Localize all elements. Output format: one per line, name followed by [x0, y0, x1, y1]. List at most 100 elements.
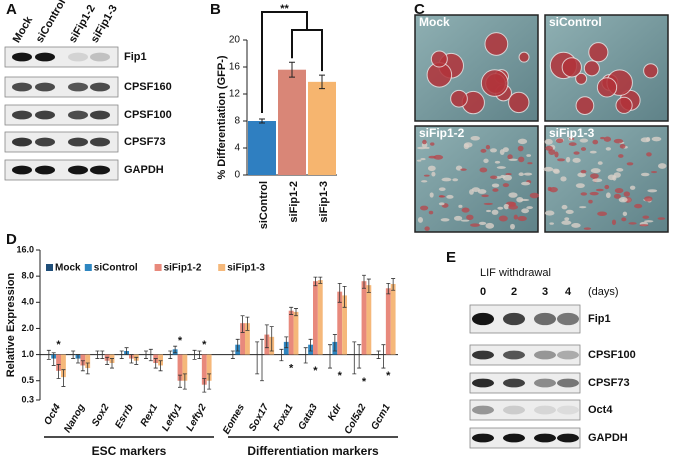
cell: [561, 220, 572, 225]
cell: [572, 157, 581, 163]
error-bar: [308, 338, 313, 352]
x-tick-label: Rex1: [139, 402, 161, 429]
cell: [491, 209, 499, 215]
blot-band: [557, 433, 579, 443]
cell: [580, 169, 587, 174]
cell: [589, 191, 599, 196]
error-bar: [158, 360, 163, 372]
bar: [240, 323, 245, 355]
image-label: siFip1-2: [419, 126, 465, 140]
legend-swatch: [154, 264, 162, 271]
y-tick-label: 1.0: [21, 349, 34, 359]
unit-label: (days): [588, 286, 619, 298]
cell: [502, 183, 510, 188]
significance-label: *: [386, 370, 391, 382]
micrograph: siFip1-2: [414, 125, 539, 233]
cell: [643, 220, 654, 223]
y-tick-label: 0.3: [21, 394, 34, 404]
x-tick-label: Col5a2: [343, 402, 369, 436]
cell: [496, 166, 506, 169]
cell: [645, 136, 651, 142]
cell: [416, 159, 422, 162]
error-bar: [46, 349, 51, 360]
image-label: Mock: [419, 15, 450, 29]
error-bar: [153, 358, 158, 369]
error-bar: [182, 373, 187, 390]
cell: [486, 209, 492, 213]
cell: [429, 192, 434, 198]
cell: [438, 202, 445, 206]
colony: [508, 91, 530, 114]
cell: [588, 199, 593, 204]
error-bar: [386, 283, 391, 295]
blot-band: [35, 52, 55, 62]
cell: [621, 217, 627, 222]
blot-band: [35, 82, 55, 92]
error-bar: [313, 276, 318, 287]
cell: [440, 218, 450, 222]
significance-label: *: [313, 365, 318, 377]
colony: [484, 32, 509, 56]
error-bar: [318, 276, 323, 284]
colony: [561, 57, 582, 78]
cell: [590, 173, 599, 179]
cell: [622, 211, 628, 217]
colony: [575, 96, 595, 115]
cell: [490, 175, 498, 180]
error-bar: [289, 306, 294, 315]
cell: [427, 165, 436, 172]
cell: [605, 147, 612, 151]
cell: [521, 181, 531, 186]
cell: [466, 214, 474, 221]
error-bar: [352, 341, 357, 375]
cell: [634, 203, 643, 209]
blot-band: [534, 312, 556, 326]
cell: [458, 204, 463, 208]
protein-label: Fip1: [124, 51, 147, 63]
cell: [517, 216, 527, 222]
y-tick-label: 8.0: [21, 271, 34, 281]
blot-strip: [4, 104, 119, 126]
cell: [544, 210, 555, 216]
error-bar: [259, 118, 265, 124]
colony: [588, 42, 609, 63]
cell: [499, 149, 505, 155]
error-bar: [129, 354, 134, 364]
cell: [577, 172, 586, 178]
cell: [565, 209, 574, 215]
cell: [483, 202, 494, 205]
cell: [590, 168, 601, 174]
x-tick-label: Gcm1: [369, 402, 393, 432]
bar: [177, 354, 183, 381]
cell: [438, 187, 446, 191]
cell: [503, 203, 510, 210]
cell: [573, 151, 580, 155]
cell: [470, 223, 480, 227]
error-bar: [71, 350, 76, 359]
cell: [613, 138, 624, 144]
legend-swatch: [218, 264, 226, 271]
error-bar: [85, 362, 90, 375]
cell: [430, 142, 435, 146]
blot-band: [68, 137, 88, 147]
cell: [579, 206, 587, 209]
cell: [481, 194, 489, 198]
cell: [502, 174, 512, 181]
error-bar: [294, 308, 298, 317]
cell: [595, 188, 604, 192]
x-tick-label: Lefty2: [184, 402, 208, 433]
x-tick-label: Kdr: [326, 401, 345, 422]
micrograph-bg: [414, 125, 539, 233]
error-bar: [381, 344, 386, 369]
error-bar: [230, 350, 235, 359]
cell: [580, 192, 588, 196]
cell: [547, 186, 552, 191]
blot-band: [12, 82, 32, 92]
blot-band: [503, 433, 525, 443]
error-bar: [235, 338, 240, 352]
cell: [560, 176, 567, 182]
colony: [518, 51, 530, 63]
error-bar: [376, 350, 381, 359]
group-label: Differentiation markers: [247, 444, 379, 458]
error-bar: [362, 274, 366, 289]
